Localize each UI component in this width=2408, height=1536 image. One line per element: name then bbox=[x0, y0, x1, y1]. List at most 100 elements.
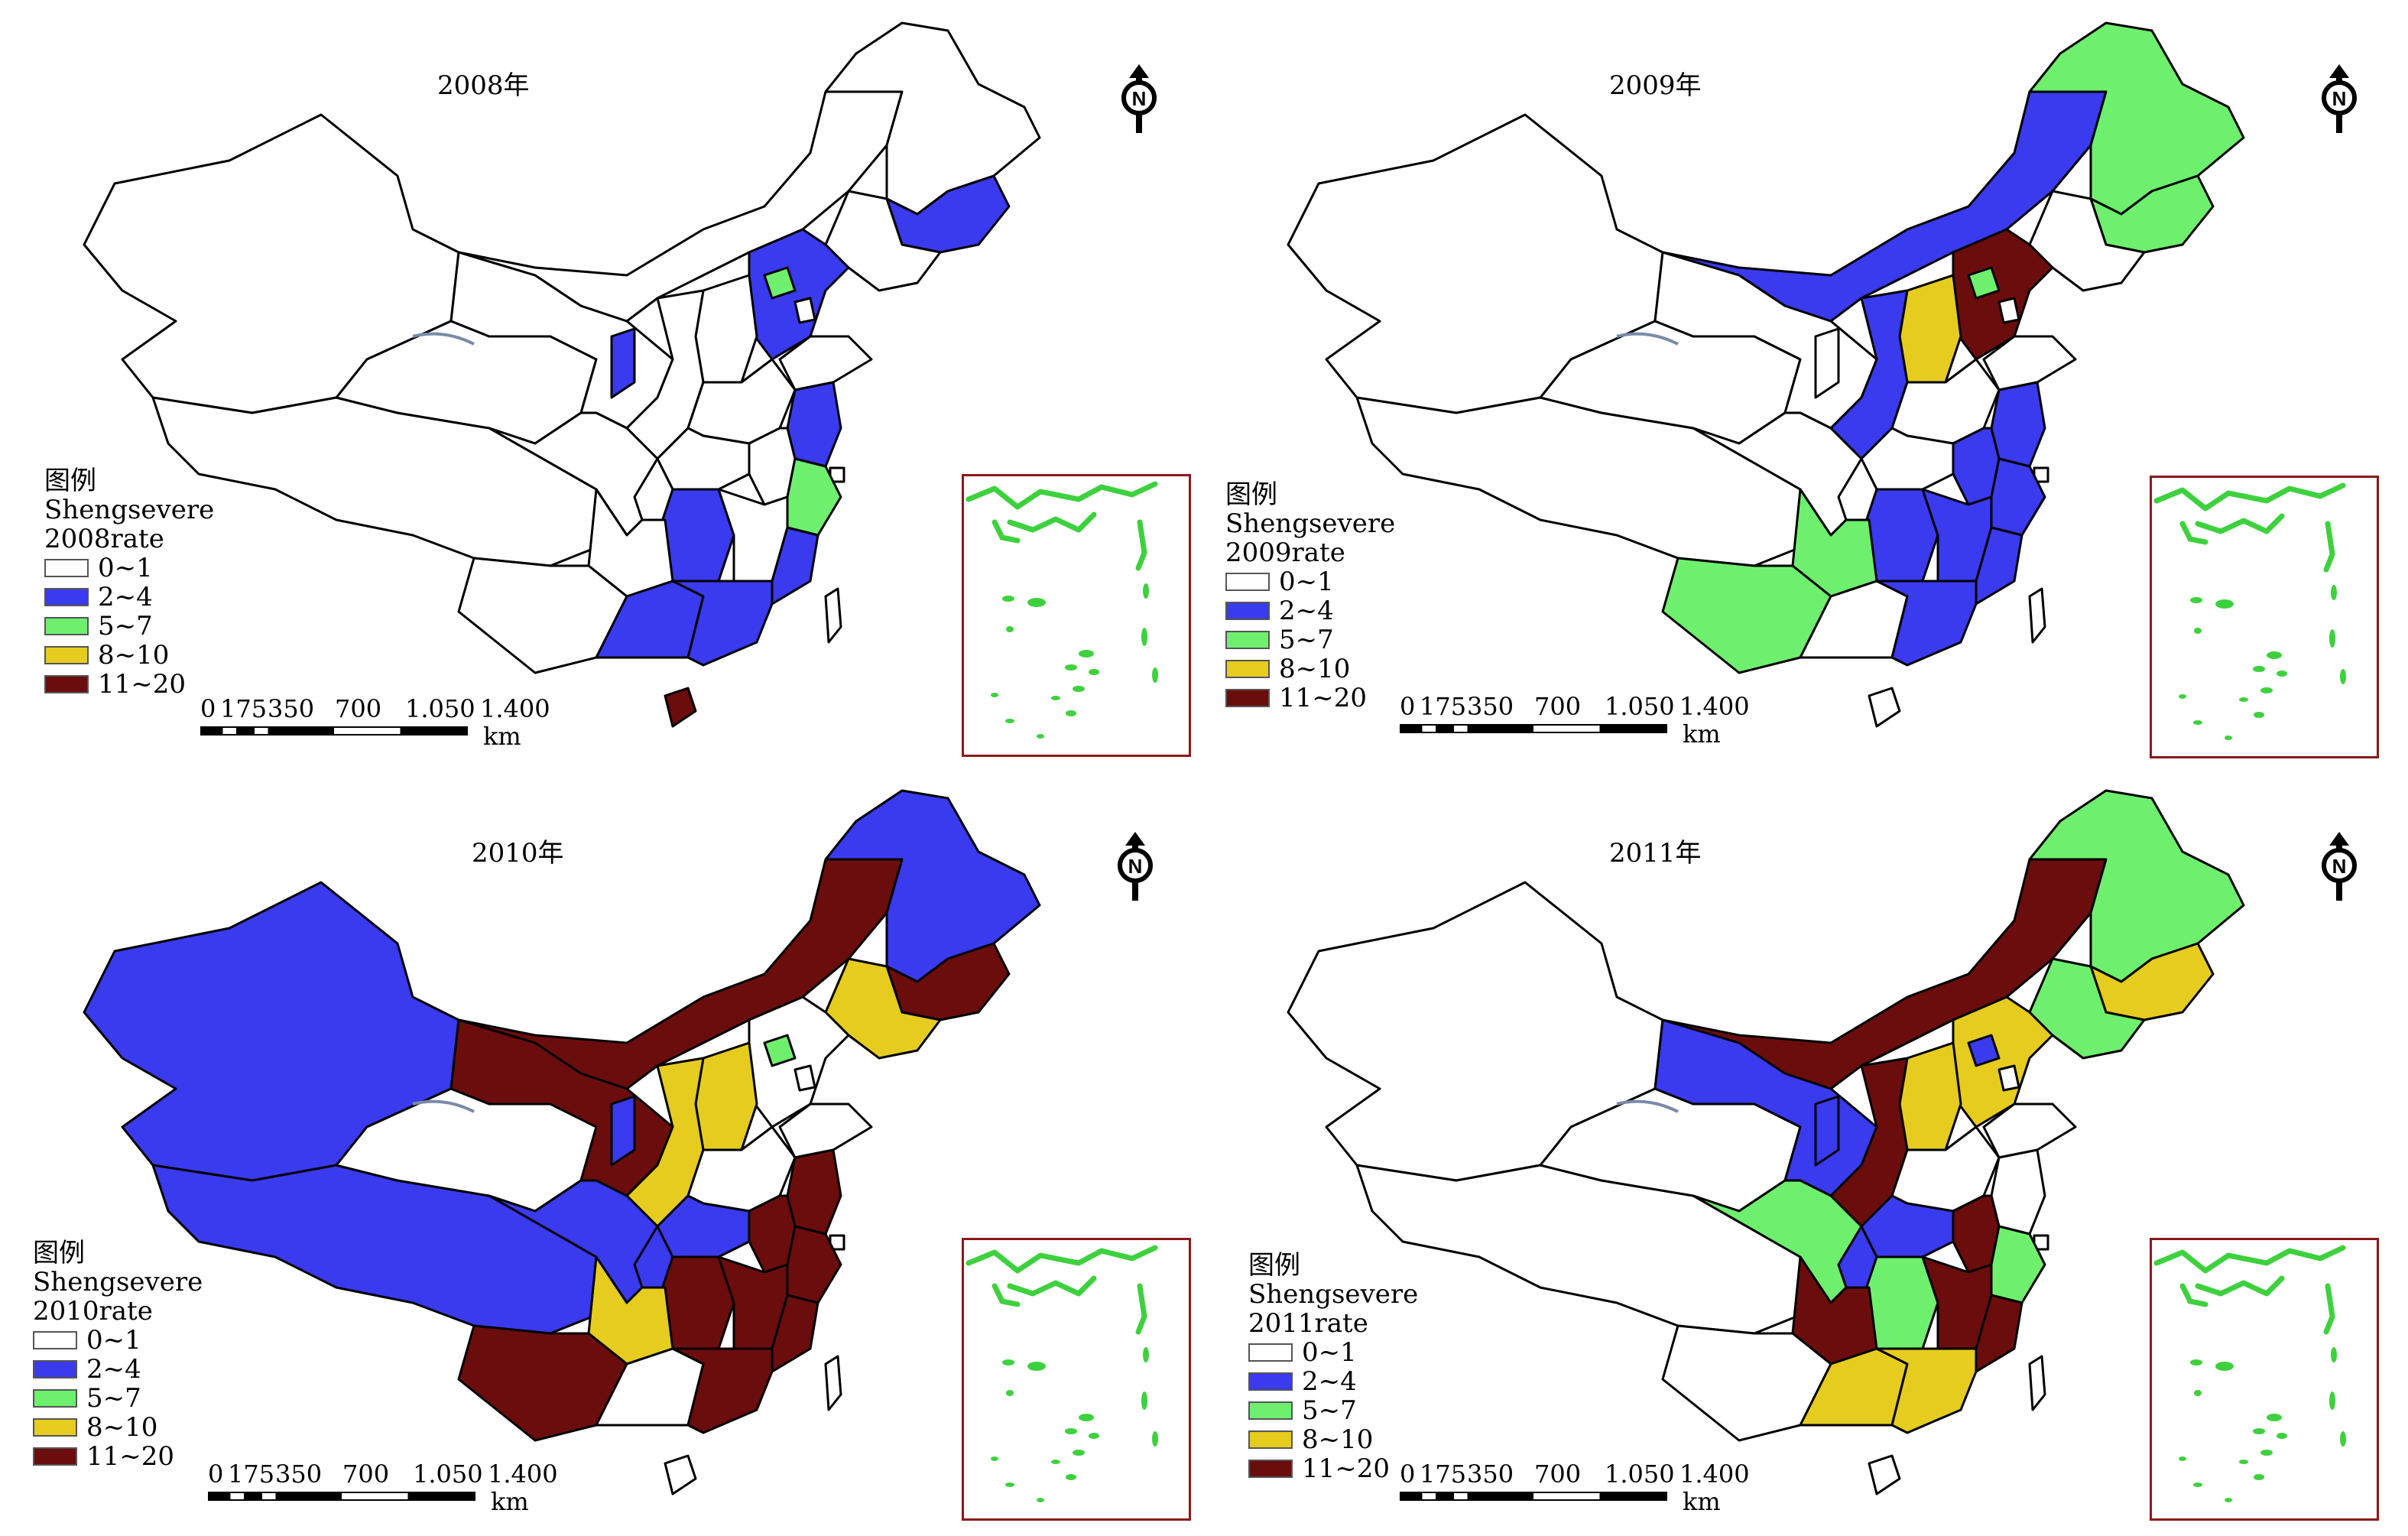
legend-swatch bbox=[33, 1331, 77, 1349]
legend-heading: 图例 bbox=[1248, 1250, 1300, 1281]
legend-swatch bbox=[1225, 689, 1270, 707]
legend-label: 11~20 bbox=[1279, 683, 1368, 713]
province-fujian bbox=[1975, 1294, 2023, 1373]
province-shanxi bbox=[694, 274, 758, 384]
north-arrow-icon: N bbox=[1112, 61, 1166, 138]
scale-tick-label: 1.050 bbox=[1605, 692, 1675, 721]
map-panel-2010年: 2010年 N 图例 Shengsevere 2010rate 0~1 2~4 5~7 8~10… bbox=[0, 768, 1204, 1535]
legend-label: 5~7 bbox=[1302, 1395, 1357, 1426]
scale-tick-label: 1.400 bbox=[480, 694, 550, 723]
province-hainan bbox=[1868, 687, 1901, 728]
legend-swatch bbox=[33, 1360, 77, 1379]
legend-item: 5~7 bbox=[1248, 1396, 1418, 1425]
scale-tick-label: 700 bbox=[1534, 1460, 1582, 1489]
province-heilong bbox=[2028, 789, 2245, 983]
province-jiangsu bbox=[1990, 1148, 2046, 1236]
north-arrow-icon: N bbox=[2312, 61, 2366, 138]
legend: 图例 Shengsevere 2010rate 0~1 2~4 5~7 8~10 11~20 bbox=[33, 1239, 203, 1471]
province-taiwan bbox=[824, 587, 842, 644]
legend-swatch bbox=[1248, 1460, 1293, 1478]
legend-item: 5~7 bbox=[44, 612, 214, 641]
legend-rate: 2011rate bbox=[1248, 1308, 1368, 1339]
province-guangdong bbox=[671, 580, 774, 667]
north-label: N bbox=[2332, 87, 2347, 110]
china-province-map bbox=[83, 789, 1041, 1495]
legend-swatch bbox=[44, 646, 89, 664]
scale-unit: km bbox=[491, 1487, 529, 1516]
legend-item: 0~1 bbox=[1225, 567, 1395, 596]
legend-label: 0~1 bbox=[86, 1325, 141, 1356]
legend-field: Shengsevere bbox=[33, 1267, 203, 1297]
province-tianjin bbox=[1997, 1064, 2020, 1092]
province-ningxia bbox=[610, 1095, 636, 1167]
province-jiangsu bbox=[786, 1148, 842, 1236]
legend-field: Shengsevere bbox=[44, 495, 215, 525]
province-hainan bbox=[1868, 1454, 1901, 1495]
scale-tick-label: 1.400 bbox=[1679, 1460, 1750, 1489]
south-china-sea-inset bbox=[2150, 476, 2379, 758]
legend-label: 8~10 bbox=[1302, 1424, 1374, 1455]
legend-item: 5~7 bbox=[1225, 625, 1395, 654]
north-arrow-icon: N bbox=[1108, 829, 1162, 905]
legend-swatch bbox=[1225, 573, 1270, 591]
province-ningxia bbox=[1814, 1095, 1840, 1167]
legend-swatch bbox=[44, 588, 89, 606]
legend-swatch bbox=[1225, 660, 1270, 678]
legend-label: 0~1 bbox=[98, 553, 153, 583]
legend-swatch bbox=[1248, 1343, 1293, 1362]
legend-label: 2~4 bbox=[86, 1354, 141, 1385]
legend-item: 8~10 bbox=[44, 641, 214, 670]
legend-swatch bbox=[1225, 631, 1270, 649]
legend-label: 0~1 bbox=[1302, 1337, 1357, 1368]
legend-label: 2~4 bbox=[1279, 596, 1334, 626]
legend-label: 5~7 bbox=[1279, 625, 1334, 655]
province-jiangsu bbox=[1990, 381, 2046, 468]
scale-tick-label: 175 bbox=[220, 694, 268, 723]
lake-outline bbox=[412, 332, 475, 346]
map-title: 2011年 bbox=[1609, 838, 1702, 869]
map-panel-2011年: 2011年 N 图例 Shengsevere 2011rate 0~1 2~4 5~7 8~10… bbox=[1204, 768, 2408, 1535]
province-fujian bbox=[1975, 526, 2023, 606]
province-guangdong bbox=[1875, 580, 1978, 667]
scale-bar: 0 175 350 700 1.050 1.400 km bbox=[200, 694, 550, 751]
scale-tick-label: 350 bbox=[1467, 692, 1514, 721]
lake-outline bbox=[1616, 332, 1679, 346]
province-beijing bbox=[1967, 266, 2001, 300]
scale-tick-label: 175 bbox=[228, 1460, 275, 1489]
legend-item: 11~20 bbox=[1225, 684, 1395, 713]
scale-tick-label: 1.400 bbox=[488, 1460, 558, 1489]
legend-swatch bbox=[44, 617, 89, 635]
legend-rate: 2008rate bbox=[44, 524, 164, 554]
legend-item: 11~20 bbox=[44, 670, 214, 699]
scale-tick-label: 0 bbox=[1400, 692, 1416, 721]
legend-item: 2~4 bbox=[1225, 596, 1395, 625]
province-shanxi bbox=[694, 1041, 758, 1151]
legend-label: 2~4 bbox=[1302, 1366, 1357, 1397]
map-title: 2009年 bbox=[1609, 70, 1702, 101]
scale-tick-label: 1.050 bbox=[413, 1460, 483, 1489]
legend-label: 5~7 bbox=[86, 1383, 141, 1414]
legend-label: 11~20 bbox=[86, 1441, 175, 1472]
province-tianjin bbox=[793, 297, 816, 324]
legend-label: 8~10 bbox=[1279, 654, 1351, 684]
map-panel-2009年: 2009年 N 图例 Shengsevere 2009rate 0~1 2~4 5~7 8~10… bbox=[1204, 0, 2408, 768]
legend-label: 8~10 bbox=[86, 1412, 158, 1443]
scale-tick-label: 0 bbox=[1400, 1460, 1416, 1489]
legend-field: Shengsevere bbox=[1225, 508, 1396, 539]
scale-tick-label: 700 bbox=[342, 1460, 390, 1489]
north-arrow-icon: N bbox=[2312, 829, 2366, 905]
north-label: N bbox=[1128, 855, 1143, 878]
scale-tick-label: 350 bbox=[275, 1460, 323, 1489]
scale-bar-graphic bbox=[1400, 724, 1667, 733]
south-china-sea-inset bbox=[2150, 1238, 2379, 1521]
province-hainan bbox=[664, 1454, 697, 1495]
scale-tick-label: 1.400 bbox=[1679, 692, 1750, 721]
scale-bar: 0 175 350 700 1.050 1.400 km bbox=[1400, 1460, 1750, 1516]
legend: 图例 Shengsevere 2008rate 0~1 2~4 5~7 8~10 11~20 bbox=[44, 466, 214, 699]
legend-rate: 2010rate bbox=[33, 1296, 153, 1327]
legend-heading: 图例 bbox=[1225, 479, 1277, 510]
lake-outline bbox=[412, 1099, 475, 1113]
legend-item: 5~7 bbox=[33, 1384, 203, 1413]
legend-item: 8~10 bbox=[1225, 654, 1395, 684]
scale-tick-label: 175 bbox=[1420, 1460, 1467, 1489]
